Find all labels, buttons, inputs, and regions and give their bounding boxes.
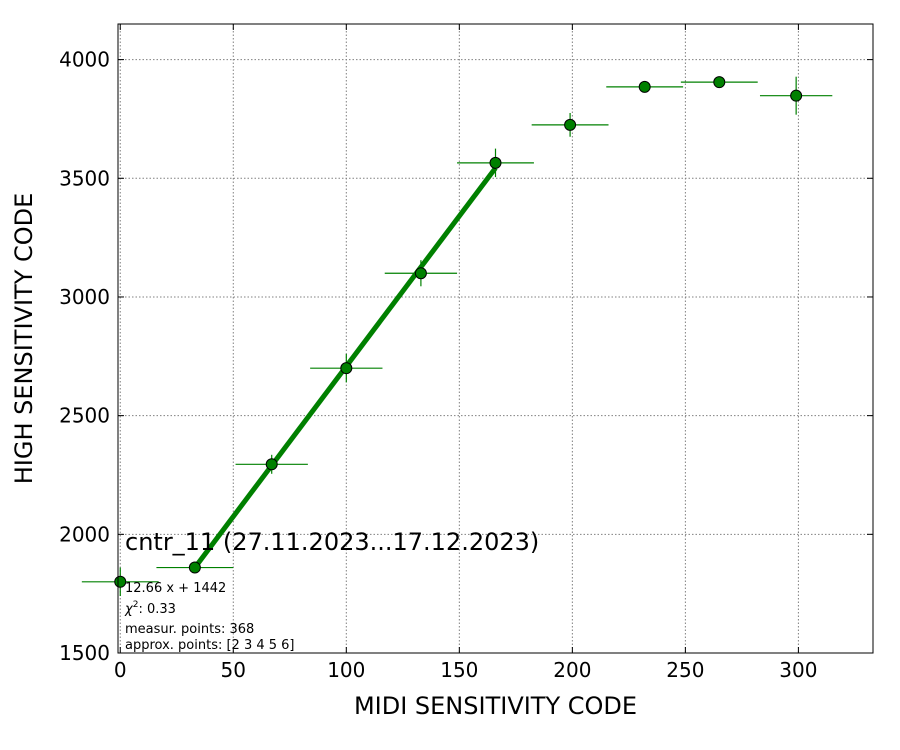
x-tick-label: 250: [666, 658, 704, 682]
data-point: [638, 80, 651, 93]
x-tick-label: 300: [779, 658, 817, 682]
data-point: [265, 458, 278, 471]
approx-points: approx. points: [2 3 4 5 6]: [125, 638, 295, 653]
data-point: [340, 362, 353, 375]
measur-points: measur. points: 368: [125, 622, 254, 637]
y-tick-label: 2500: [59, 404, 110, 428]
data-point: [414, 267, 427, 280]
data-point: [790, 89, 803, 102]
y-tick-label: 2000: [59, 522, 110, 546]
chi2-value: 0.33: [147, 602, 176, 617]
x-tick-label: 150: [440, 658, 478, 682]
data-point: [713, 76, 726, 89]
x-axis-label: MIDI SENSITIVITY CODE: [354, 692, 637, 720]
data-point: [564, 118, 577, 131]
x-tick-label: 0: [114, 658, 127, 682]
y-tick-label: 4000: [59, 48, 110, 72]
plot-frame: [117, 23, 874, 654]
error-bars: [81, 76, 833, 597]
data-points: [114, 76, 803, 588]
fit-equation: 12.66 x + 1442: [125, 581, 226, 596]
y-axis-label: HIGH SENSITIVITY CODE: [10, 193, 38, 485]
data-point: [188, 561, 201, 574]
axis-ticks: 0 50 100 150 200 250 300 1500 2000 2500 3000 3500 40…: [59, 24, 873, 682]
chart-title: cntr_11 (27.11.2023...17.12.2023): [125, 528, 539, 556]
grid: [118, 24, 873, 654]
x-tick-label: 50: [221, 658, 246, 682]
chi2-annotation: χ2: 0.33: [124, 600, 176, 617]
y-tick-label: 3500: [59, 166, 110, 190]
y-tick-label: 3000: [59, 285, 110, 309]
x-tick-label: 200: [553, 658, 591, 682]
x-tick-label: 100: [327, 658, 365, 682]
y-tick-label: 1500: [59, 641, 110, 665]
data-point: [489, 156, 502, 169]
